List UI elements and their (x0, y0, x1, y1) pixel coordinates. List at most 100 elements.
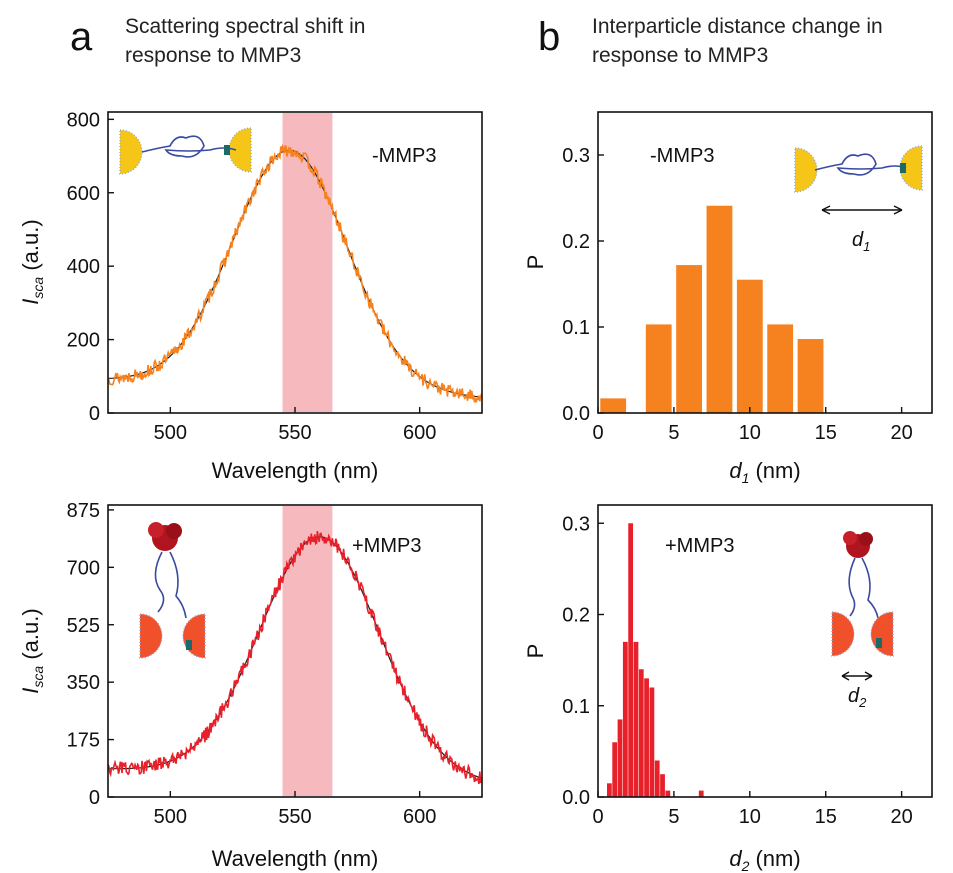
histogram-bar (600, 398, 627, 413)
x-tick-label: 5 (668, 422, 679, 444)
chart-b-bottom-histogram: d2 +MMP3 0 5 10 15 200.00.10.20.3 d2 (nm) P (523, 504, 933, 873)
spectrum-data-line (107, 143, 483, 403)
annotation-plus-mmp3-b: +MMP3 (665, 535, 734, 557)
x-axis-label-b-bottom: d2 (nm) (729, 846, 800, 873)
spectrum-data-line (107, 530, 483, 785)
histogram-bar (706, 205, 733, 413)
histogram-bar (638, 669, 644, 797)
y-axis-label-b-top: P (523, 255, 548, 270)
x-tick-label: 5 (668, 806, 679, 828)
x-axis-label-sub: 2 (741, 858, 750, 873)
histogram-bar (654, 760, 660, 797)
histogram-bar (665, 790, 671, 797)
y-tick-label: 0.1 (562, 696, 590, 718)
chart-a-top-spectrum: -MMP3 500 550 600 0 200 400 600 800 Wavelength … (18, 109, 483, 483)
histogram-bar (736, 279, 763, 413)
histogram-bar (628, 523, 634, 797)
y-tick-label: 0.1 (562, 317, 590, 339)
y-tick-label: 200 (67, 330, 100, 352)
annotation-minus-mmp3-b: -MMP3 (650, 145, 714, 167)
y-tick-label: 0 (89, 403, 100, 425)
x-tick-label: 600 (403, 422, 436, 444)
y-axis-label-main: I (18, 299, 43, 305)
y-axis-label-sub: sca (30, 666, 46, 688)
x-tick-label: 20 (891, 806, 913, 828)
inset-label-sub: 1 (863, 239, 870, 254)
histogram-bar (698, 790, 704, 797)
histogram-bar (633, 641, 639, 797)
x-tick-label: 500 (154, 806, 187, 828)
x-tick-label: 600 (403, 806, 436, 828)
y-axis-label-unit: (a.u.) (18, 608, 43, 665)
histogram-bar (622, 641, 628, 797)
histogram-bar (797, 339, 824, 413)
x-axis-label-a-bottom: Wavelength (nm) (212, 846, 379, 871)
histogram-bar (617, 719, 623, 797)
x-axis-label-unit: (nm) (749, 458, 800, 483)
x-tick-label: 15 (815, 806, 837, 828)
y-axis-label-unit: (a.u.) (18, 219, 43, 276)
x-tick-label: 10 (739, 806, 761, 828)
histogram-bar (767, 324, 794, 413)
y-tick-label: 0.3 (562, 513, 590, 535)
x-tick-label: 550 (278, 422, 311, 444)
annotation-minus-mmp3-a: -MMP3 (372, 145, 436, 167)
histogram-bar (606, 783, 612, 797)
y-tick-label: 0.3 (562, 145, 590, 167)
y-tick-label: 800 (67, 109, 100, 131)
y-axis-label-a-bottom: Isca (a.u.) (18, 608, 46, 693)
x-tick-label: 10 (739, 422, 761, 444)
panel-a-caption-line2: response to MMP3 (125, 44, 301, 67)
x-tick-label: 15 (815, 422, 837, 444)
gold-dimer-inset-a-top (119, 127, 252, 175)
annotation-plus-mmp3-a: +MMP3 (352, 535, 421, 557)
x-axis-label-main: d (729, 458, 742, 483)
x-axis-label-main: d (729, 846, 742, 871)
y-tick-label: 0.2 (562, 605, 590, 627)
histogram-bar (660, 774, 665, 797)
y-tick-label: 875 (67, 500, 100, 522)
y-tick-label: 600 (67, 183, 100, 205)
inset-distance-label-d1: d1 (852, 229, 870, 254)
inset-label-sub: 2 (858, 695, 867, 710)
y-tick-label: 175 (67, 730, 100, 752)
histogram-bar (612, 742, 618, 797)
y-tick-label: 0 (89, 787, 100, 809)
y-tick-label: 525 (67, 615, 100, 637)
panel-letter-b: b (538, 15, 560, 59)
chart-a-bottom-spectrum: +MMP3 500 550 600 0 175 350 525 700 875 Waveleng… (18, 500, 483, 871)
x-tick-label: 0 (592, 806, 603, 828)
y-tick-label: 0.0 (562, 403, 590, 425)
panel-b-caption-line1: Interparticle distance change in (592, 15, 883, 38)
plot-frame-b-bottom (597, 504, 933, 798)
y-tick-label: 0.0 (562, 787, 590, 809)
x-tick-label: 0 (592, 422, 603, 444)
gold-dimer-inset-b-top: d1 (794, 145, 923, 254)
y-axis-label-b-bottom: P (523, 644, 548, 659)
panel-b-caption-line2: response to MMP3 (592, 44, 768, 67)
x-axis-label-sub: 1 (742, 470, 750, 486)
y-tick-label: 350 (67, 672, 100, 694)
red-dimer-inset-a-bottom (139, 522, 206, 659)
inset-distance-label-d2: d2 (848, 685, 867, 710)
x-tick-label: 20 (891, 422, 913, 444)
plot-frame-b-top (597, 111, 933, 414)
x-axis-label-a-top: Wavelength (nm) (212, 458, 379, 483)
inset-label-main: d (848, 685, 860, 707)
y-tick-label: 0.2 (562, 231, 590, 253)
histogram-bar (649, 687, 655, 797)
y-axis-label-a-top: Isca (a.u.) (18, 219, 46, 304)
highlight-band (282, 506, 333, 796)
x-tick-label: 550 (278, 806, 311, 828)
panel-a-caption-line1: Scattering spectral shift in (125, 15, 365, 38)
y-tick-label: 400 (67, 256, 100, 278)
x-tick-label: 500 (154, 422, 187, 444)
red-dimer-inset-b-bottom: d2 (831, 531, 894, 710)
y-axis-label-main: I (18, 688, 43, 694)
inset-label-main: d (852, 229, 864, 251)
panel-letter-a: a (70, 15, 93, 59)
y-tick-label: 700 (67, 557, 100, 579)
x-axis-label-unit: (nm) (749, 846, 800, 871)
histogram-bar (645, 324, 672, 413)
